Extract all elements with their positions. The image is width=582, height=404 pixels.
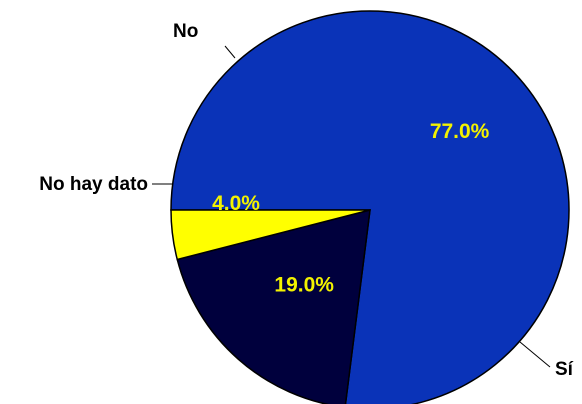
leader-lines: [152, 45, 551, 368]
slice-si: [170, 10, 570, 404]
category-label-no-hay-dato: No hay dato: [39, 174, 148, 195]
category-labels: Sí No No hay dato: [39, 21, 573, 380]
slice-no: [176, 208, 371, 404]
pie-slices: [170, 10, 570, 404]
leader-line: [519, 341, 551, 368]
category-label-si: Sí: [555, 359, 574, 380]
slice-no-hay-dato: [170, 209, 371, 261]
percent-label-no-hay-dato: 4.0%: [212, 192, 260, 215]
percent-label-no: 19.0%: [274, 274, 334, 297]
percent-label-si: 77.0%: [430, 120, 490, 143]
category-label-no: No: [173, 21, 198, 42]
percent-labels: 77.0% 19.0% 4.0%: [212, 120, 490, 297]
leader-line: [224, 45, 236, 59]
